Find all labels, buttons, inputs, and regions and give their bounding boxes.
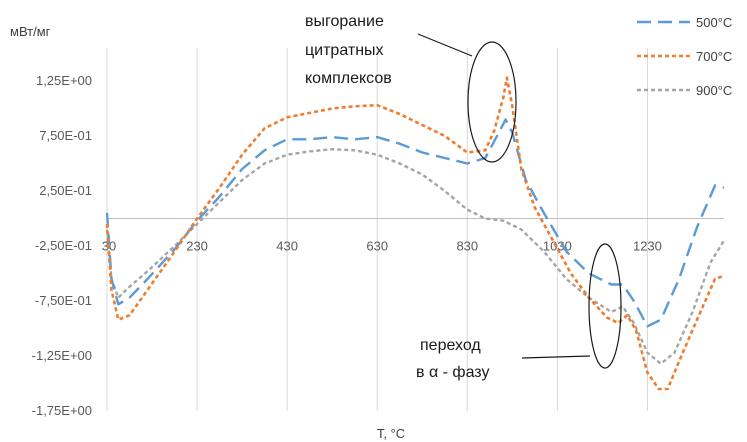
x-tick-label: 230: [186, 239, 208, 254]
x-axis-label: T, °C: [377, 426, 405, 441]
x-tick-label: 830: [456, 239, 478, 254]
y-tick-label: -1,75E+00: [32, 403, 92, 418]
y-tick-label: -1,25E+00: [32, 348, 92, 363]
annotation-alpha-phase-line-2: в α - фазу: [416, 364, 489, 381]
y-tick-label: 1,25E+00: [36, 73, 92, 88]
annotation-burnout-line-2: цитратных: [305, 42, 384, 59]
y-axis-label: мВт/мг: [10, 24, 51, 39]
annotation-burnout-line-3: комплексов: [305, 70, 392, 87]
legend-label: 700°C: [696, 49, 732, 64]
legend-label: 900°C: [696, 83, 732, 98]
y-tick-label: -7,50E-01: [35, 293, 92, 308]
annotation-burnout-line-1: выгорание: [305, 13, 384, 30]
y-tick-label: 7,50E-01: [39, 128, 92, 143]
legend-label: 500°C: [696, 15, 732, 30]
y-tick-label: -2,50E-01: [35, 238, 92, 253]
x-tick-label: 430: [276, 239, 298, 254]
x-tick-label: 630: [366, 239, 388, 254]
x-tick-label: 1230: [633, 239, 662, 254]
y-tick-label: 2,50E-01: [39, 183, 92, 198]
annotation-alpha-phase-line-1: переход: [420, 337, 481, 354]
